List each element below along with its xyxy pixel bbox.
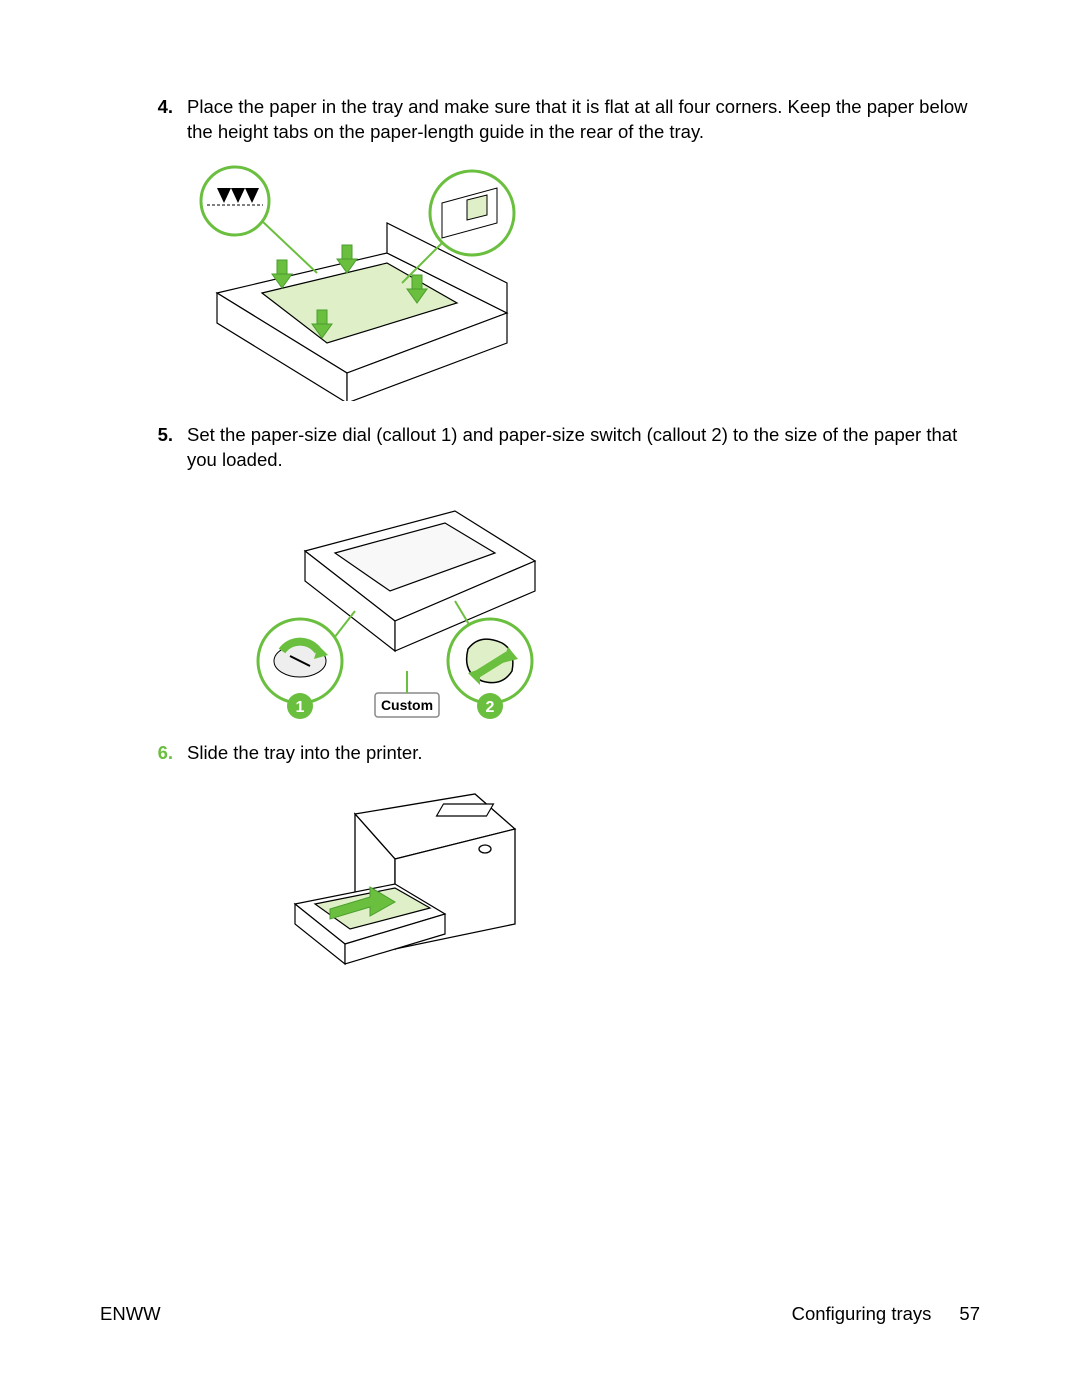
figure-tray-paper [187,163,980,401]
step-text: Set the paper-size dial (callout 1) and … [187,423,980,473]
step-number: 4. [155,95,187,145]
callout-2-label: 2 [486,699,495,716]
step-text: Place the paper in the tray and make sur… [187,95,980,145]
footer-left: ENWW [100,1302,161,1327]
custom-label: Custom [381,697,433,713]
step-number: 6. [155,741,187,766]
figure-paper-size-dial: 1 2 Custom [245,491,980,719]
step-4: 4. Place the paper in the tray and make … [155,95,980,145]
page-footer: ENWW Configuring trays 57 [0,1302,1080,1327]
step-6: 6. Slide the tray into the printer. [155,741,980,766]
step-text: Slide the tray into the printer. [187,741,980,766]
callout-1-label: 1 [296,699,305,716]
footer-section: Configuring trays [792,1302,932,1327]
figure-slide-tray [275,784,980,974]
step-number: 5. [155,423,187,473]
step-5: 5. Set the paper-size dial (callout 1) a… [155,423,980,473]
footer-page-number: 57 [959,1302,980,1327]
